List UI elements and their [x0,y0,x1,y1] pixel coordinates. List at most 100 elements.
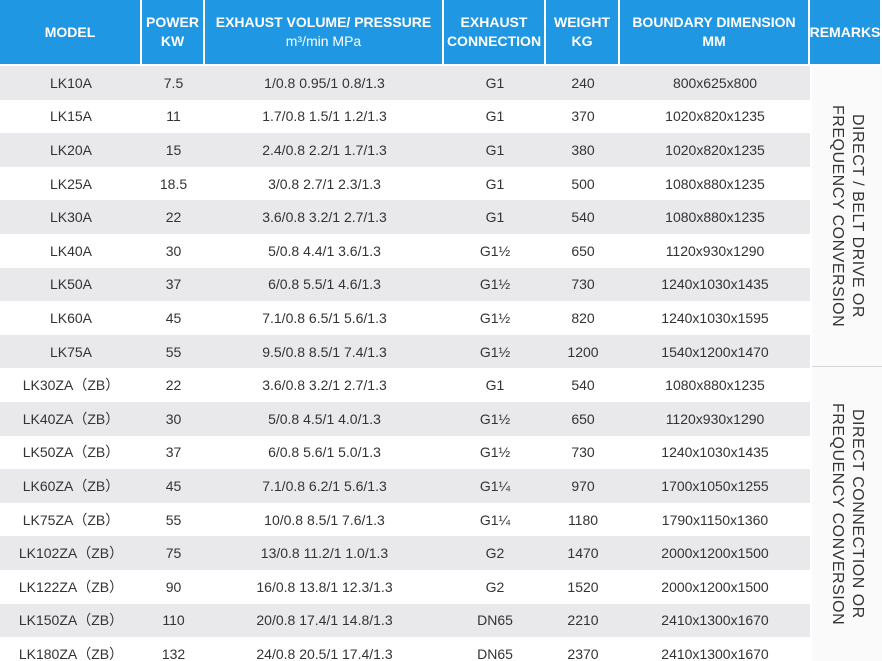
cell-dimension: 1790x1150x1360 [661,511,769,528]
cell-power: 55 [165,511,182,528]
cell-exhaust-volume: 20/0.8 17.4/1 14.8/1.3 [256,612,393,629]
cell-power: 11 [166,108,181,125]
header-power: POWER KW [142,0,203,64]
cell-exhaust-volume: 7.1/0.8 6.2/1 5.6/1.3 [262,477,387,494]
cell-weight: 650 [571,410,595,427]
cell-exhaust-volume: 5/0.8 4.5/1 4.0/1.3 [268,410,381,427]
cell-weight: 540 [571,377,595,394]
table-row: LK40ZA（ZB） 30 5/0.8 4.5/1 4.0/1.3 G1½ 650 112… [0,401,810,436]
cell-connection: G1½ [479,343,511,360]
cell-exhaust-volume: 3/0.8 2.7/1 2.3/1.3 [268,175,381,192]
cell-model: LK75A [49,343,93,360]
cell-connection: G1 [485,141,505,158]
cell-power: 18.5 [159,175,188,192]
cell-power: 90 [165,578,182,595]
cell-weight: 1180 [567,511,599,528]
cell-exhaust-volume: 1/0.8 0.95/1 0.8/1.3 [264,74,385,91]
cell-weight: 820 [571,309,595,326]
cell-connection: G1½ [479,444,511,461]
cell-dimension: 1080x880x1235 [665,377,765,394]
cell-weight: 730 [571,444,595,461]
cell-exhaust-volume: 16/0.8 13.8/1 12.3/1.3 [256,578,393,595]
remark-group-2: DIRECT CONNECTION OR FREQUENCY CONVERSIO… [812,367,882,661]
cell-connection: G1¼ [479,477,511,494]
header-remarks: REMARKS [810,0,880,64]
cell-model: LK50A [49,276,93,293]
cell-dimension: 800x625x800 [672,74,758,91]
cell-connection: G1½ [479,309,511,326]
cell-connection: G1¼ [479,511,511,528]
cell-power: 37 [165,276,182,293]
table-row: LK75A 55 9.5/0.8 8.5/1 7.4/1.3 G1½ 1200 1540x… [0,334,810,369]
cell-dimension: 1540x1200x1470 [661,343,769,360]
cell-power: 37 [165,444,182,461]
table-row: LK60ZA（ZB） 45 7.1/0.8 6.2/1 5.6/1.3 G1¼ 970 1… [0,469,810,503]
cell-dimension: 1240x1030x1435 [661,276,769,293]
cell-connection: G1½ [479,410,511,427]
cell-connection: G1½ [479,276,511,293]
remarks-divider [812,366,882,367]
cell-connection: G1 [485,108,505,125]
table-row: LK122ZA（ZB） 90 16/0.8 13.8/1 12.3/1.3 G2 152… [0,569,810,604]
cell-connection: G1 [485,74,505,91]
table-row: LK15A 11 1.7/0.8 1.5/1 1.2/1.3 G1 370 1020x82… [0,99,810,134]
cell-model: LK40ZA（ZB） [22,410,120,427]
table-row: LK150ZA（ZB） 110 20/0.8 17.4/1 14.8/1.3 DN65… [0,603,810,638]
cell-dimension: 1080x880x1235 [665,175,765,192]
table-row: LK50A 37 6/0.8 5.5/1 4.6/1.3 G1½ 730 1240x103… [0,267,810,302]
cell-model: LK30ZA（ZB） [22,377,120,394]
cell-exhaust-volume: 6/0.8 5.5/1 4.6/1.3 [268,276,381,293]
cell-model: LK50ZA（ZB） [22,444,120,461]
header-boundary-dimension: BOUNDARY DIMENSION MM [620,0,808,64]
cell-power: 45 [165,309,182,326]
cell-weight: 970 [571,477,595,494]
cell-dimension: 1700x1050x1255 [661,477,769,494]
cell-exhaust-volume: 3.6/0.8 3.2/1 2.7/1.3 [262,377,387,394]
cell-connection: G2 [485,545,505,562]
cell-model: LK60A [49,309,93,326]
cell-model: LK60ZA（ZB） [22,477,120,494]
cell-model: LK30A [49,209,93,226]
header-weight: WEIGHT KG [546,0,618,64]
cell-weight: 1470 [567,545,599,562]
cell-weight: 540 [571,209,595,226]
cell-dimension: 1080x880x1235 [665,209,765,226]
table-row: LK10A 7.5 1/0.8 0.95/1 0.8/1.3 G1 240 800x625… [0,66,810,100]
cell-power: 30 [165,410,182,427]
cell-dimension: 1240x1030x1595 [661,309,769,326]
cell-model: LK75ZA（ZB） [22,511,120,528]
cell-weight: 1520 [567,578,599,595]
cell-model: LK180ZA（ZB） [18,645,124,661]
cell-model: LK25A [49,175,93,192]
cell-weight: 2370 [567,645,599,661]
cell-power: 132 [161,645,186,661]
cell-power: 22 [165,209,182,226]
cell-connection: DN65 [477,645,513,661]
cell-power: 15 [165,141,182,158]
cell-dimension: 1120x930x1290 [665,410,765,427]
cell-power: 75 [165,545,182,562]
cell-weight: 730 [571,276,595,293]
cell-exhaust-volume: 3.6/0.8 3.2/1 2.7/1.3 [262,209,387,226]
cell-exhaust-volume: 1.7/0.8 1.5/1 1.2/1.3 [262,108,387,125]
header-model: MODEL [0,0,140,64]
table-header: MODEL POWER KW EXHAUST VOLUME/ PRESSURE m³… [0,0,882,64]
cell-model: LK20A [49,141,93,158]
table-row: LK102ZA（ZB） 75 13/0.8 11.2/1 1.0/1.3 G2 1470… [0,536,810,570]
table-row: LK180ZA（ZB） 132 24/0.8 20.5/1 17.4/1.3 DN65… [0,637,810,661]
cell-exhaust-volume: 6/0.8 5.6/1 5.0/1.3 [268,444,381,461]
cell-model: LK40A [49,242,93,259]
cell-exhaust-volume: 5/0.8 4.4/1 3.6/1.3 [268,242,381,259]
cell-model: LK150ZA（ZB） [18,612,124,629]
cell-connection: G1 [485,209,505,226]
cell-model: LK122ZA（ZB） [18,578,124,595]
cell-dimension: 1020x820x1235 [665,108,765,125]
table-row: LK75ZA（ZB） 55 10/0.8 8.5/1 7.6/1.3 G1¼ 1180 1… [0,502,810,537]
cell-dimension: 2410x1300x1670 [661,645,769,661]
cell-weight: 370 [571,108,595,125]
cell-power: 110 [162,612,185,629]
header-exhaust-connection: EXHAUST CONNECTION [444,0,544,64]
cell-dimension: 1020x820x1235 [665,141,765,158]
cell-weight: 1200 [567,343,599,360]
